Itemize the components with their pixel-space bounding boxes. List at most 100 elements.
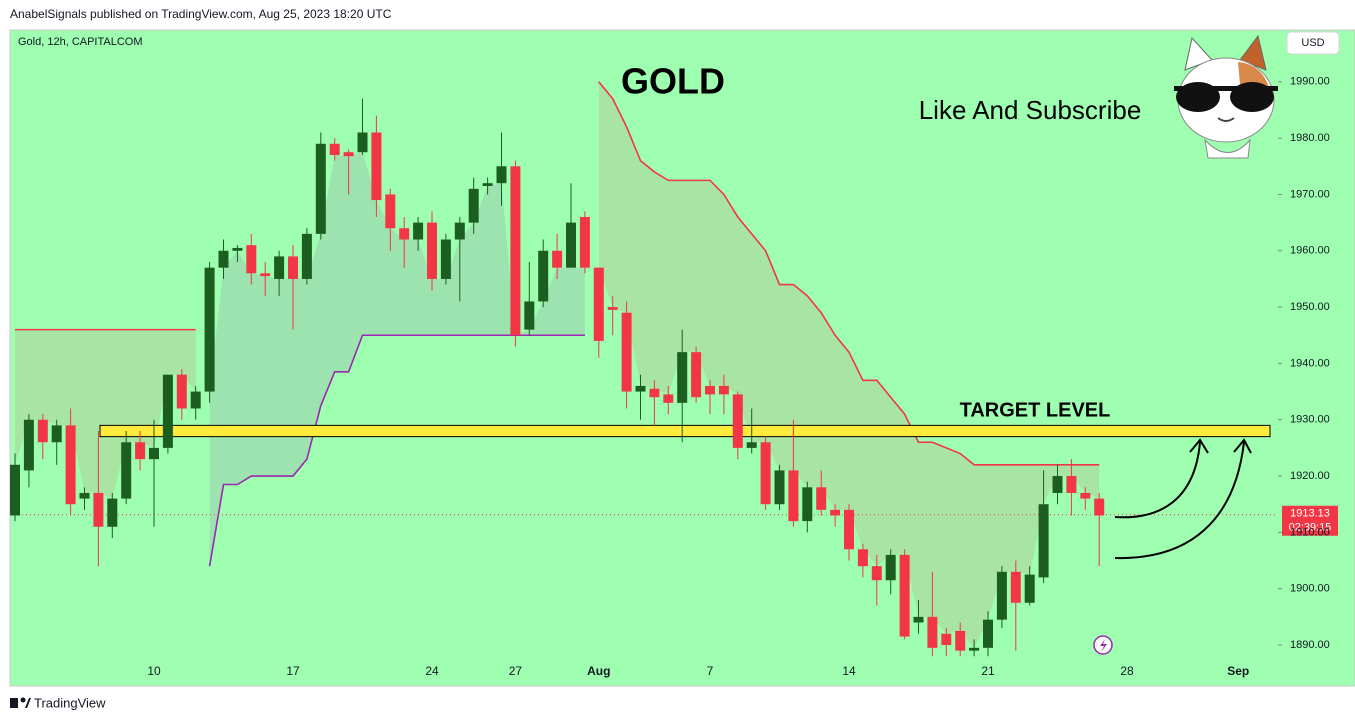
y-tick-label: 1970.00 [1290, 188, 1330, 200]
x-tick-label: 24 [425, 664, 439, 678]
candle-body [788, 470, 799, 522]
projection-arrows [1114, 438, 1252, 560]
candle-body [844, 509, 854, 550]
candle-body [705, 385, 715, 395]
candle-body [760, 442, 771, 505]
y-tick-label: 1900.00 [1290, 583, 1330, 595]
cloud-fill [15, 329, 196, 499]
candle-body [149, 447, 159, 460]
candle-body [176, 374, 187, 409]
candle-body [190, 391, 201, 409]
candle-body [552, 250, 563, 268]
x-tick-label: 28 [1120, 664, 1134, 678]
candle-body [579, 216, 590, 268]
candle-body [399, 228, 410, 240]
candle-body [37, 419, 48, 443]
candle-body [774, 470, 785, 505]
candle-body [1094, 498, 1105, 516]
candle-body [899, 554, 910, 637]
last-price-box [1282, 505, 1338, 536]
y-tick-label: 1920.00 [1290, 470, 1330, 482]
footer-brand: TradingView [34, 695, 106, 710]
candle-body [1024, 574, 1035, 603]
target-level-label: TARGET LEVEL [960, 400, 1111, 422]
symbol-label: Gold, 12h, CAPITALCOM [18, 36, 143, 48]
candle-body [496, 166, 507, 184]
candle-body [885, 554, 896, 581]
candle-body [607, 307, 618, 310]
candle-body [677, 352, 688, 403]
candle-body [1052, 476, 1063, 493]
overlay-line [208, 334, 585, 567]
candle-body [635, 385, 646, 392]
candle-body [1080, 492, 1091, 499]
target-level-band [99, 424, 1271, 438]
candle-body [927, 616, 938, 648]
countdown-label: 02:39:15 [1289, 522, 1332, 534]
x-tick-label: 10 [147, 664, 161, 678]
y-tick-label: 1930.00 [1290, 414, 1330, 426]
last-price-label: 1913.13 [1290, 508, 1330, 520]
candle-body [649, 388, 660, 398]
x-tick-label: 7 [707, 664, 714, 678]
candle-body [218, 250, 229, 268]
candle-body [1038, 504, 1049, 578]
x-tick-label: 14 [842, 664, 856, 678]
y-tick-label: 1910.00 [1290, 526, 1330, 538]
candle-body [343, 152, 354, 157]
currency-button[interactable] [1286, 31, 1340, 55]
candle-body [65, 425, 76, 505]
candle-body [566, 222, 576, 268]
candle-body [996, 571, 1007, 620]
candle-body [718, 385, 729, 395]
y-tick-label: 1890.00 [1290, 639, 1330, 651]
chart-title: GOLD [621, 61, 725, 102]
candle-body [440, 239, 451, 279]
candle-body [482, 183, 493, 187]
candle-body [816, 487, 827, 510]
candle-body [663, 394, 674, 403]
x-tick-label: 17 [286, 664, 300, 678]
candle-body [315, 143, 326, 234]
candle-body [274, 256, 285, 279]
candle-body [135, 442, 146, 460]
currency-label: USD [1301, 37, 1324, 49]
y-tick-label: 1940.00 [1290, 357, 1330, 369]
candle-body [732, 394, 743, 448]
y-tick-label: 1980.00 [1290, 132, 1330, 144]
candle-body [524, 301, 535, 330]
candle-body [1066, 476, 1077, 493]
candle-body [538, 250, 549, 302]
candle-body [357, 132, 368, 153]
candle-body [510, 166, 521, 336]
candle-body [93, 492, 104, 527]
publisher-header: AnabelSignals published on TradingView.c… [10, 7, 392, 21]
alert-bolt [1100, 639, 1107, 652]
candle-body [79, 492, 90, 499]
candle-body [871, 566, 882, 581]
y-tick-label: 1990.00 [1290, 76, 1330, 88]
x-tick-label: Aug [587, 664, 610, 678]
candle-body [454, 222, 465, 240]
candle-body [121, 442, 132, 499]
candle-body [23, 419, 34, 471]
y-tick-label: 1960.00 [1290, 245, 1330, 257]
candle-body [288, 256, 298, 279]
candle-body [260, 273, 271, 277]
candle-body [246, 245, 257, 274]
candle-body [371, 132, 382, 201]
candle-body [204, 267, 215, 392]
candle-body [51, 425, 62, 443]
candle-body [955, 630, 966, 651]
candle-body [232, 247, 243, 251]
candle-body [1010, 571, 1021, 603]
cloud-fill [598, 81, 1100, 648]
candle-body [301, 233, 312, 279]
candle-body [746, 442, 757, 448]
candle-body [468, 188, 479, 223]
mascot [1174, 34, 1278, 159]
candle-body [913, 616, 924, 623]
candle-body [10, 464, 20, 516]
x-tick-label: 21 [981, 664, 995, 678]
annotation: Like And Subscribe [919, 95, 1142, 125]
